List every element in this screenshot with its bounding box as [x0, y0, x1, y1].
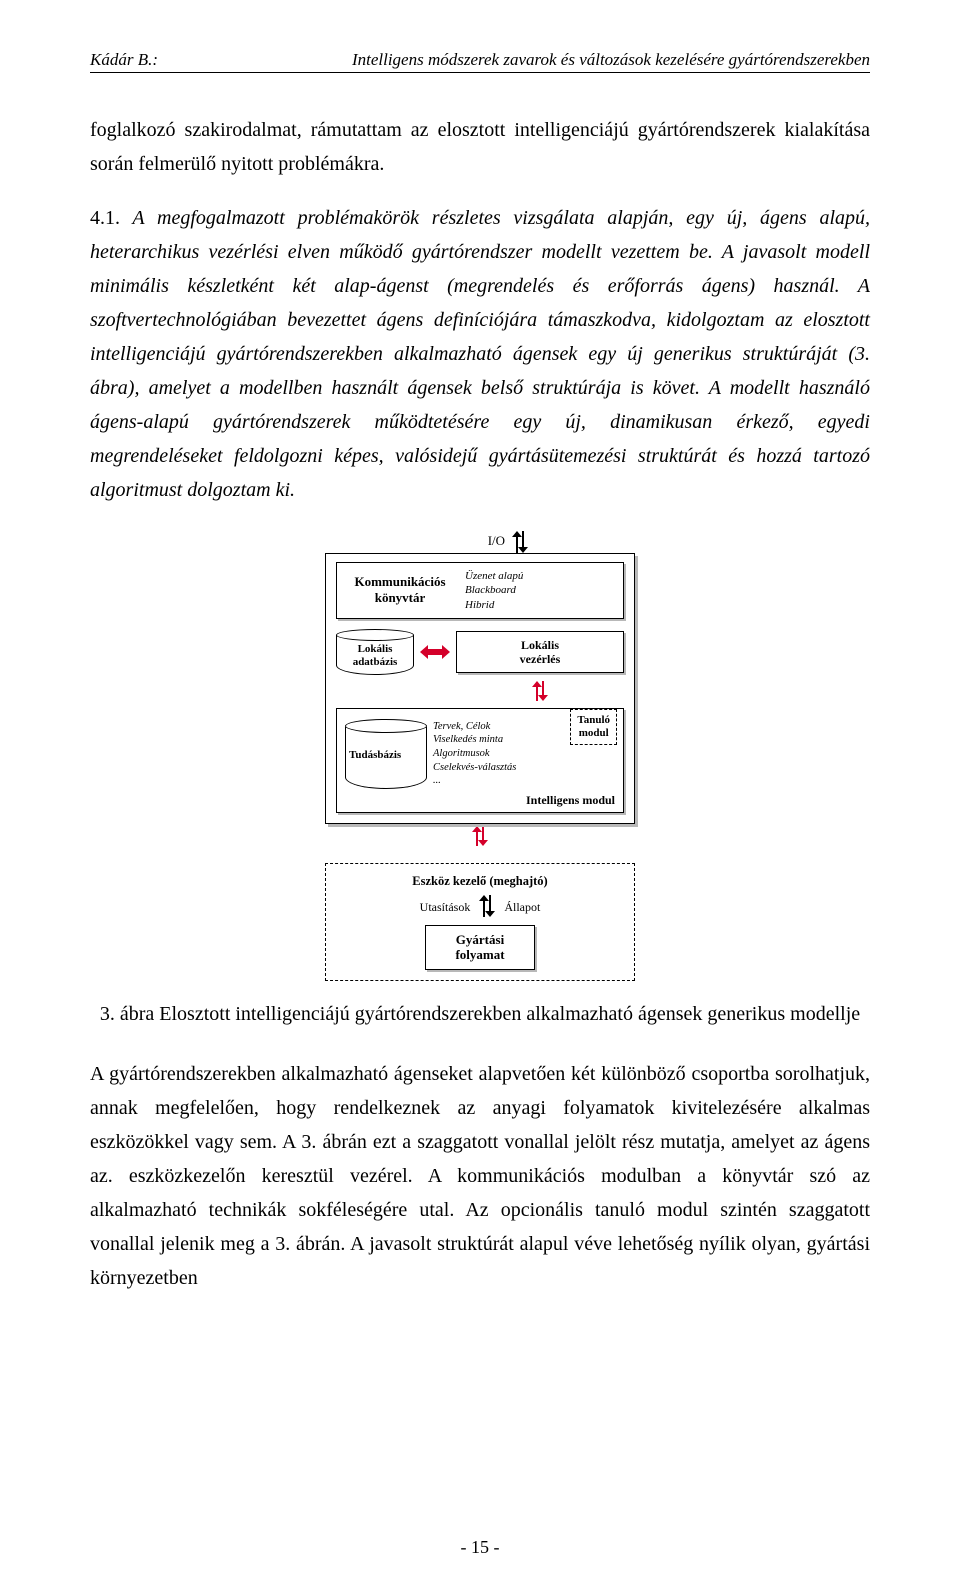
local-database-cylinder: Lokális adatbázis	[336, 629, 414, 675]
thesis-paragraph: 4.1. A megfogalmazott problémakörök rész…	[90, 201, 870, 507]
communication-module: Kommunikációs könyvtár Üzenet alapú Blac…	[336, 562, 624, 619]
local-control-box: Lokális vezérlés	[456, 631, 624, 674]
device-driver-box: Eszköz kezelő (meghajtó) Utasítások Álla…	[325, 863, 635, 981]
device-driver-label: Eszköz kezelő (meghajtó)	[336, 874, 624, 889]
header-title: Intelligens módszerek zavarok és változá…	[352, 50, 870, 70]
driver-process-arrow-icon	[476, 895, 498, 921]
agent-driver-arrow	[325, 826, 635, 851]
local-database-label: Lokális adatbázis	[336, 643, 414, 669]
intelligent-module: Tanuló modul Tudásbázis Tervek, Célok Vi…	[336, 708, 624, 813]
page-header: Kádár B.: Intelligens módszerek zavarok …	[90, 50, 870, 73]
thesis-body: A megfogalmazott problémakörök részletes…	[90, 207, 870, 501]
darrow-fill	[420, 645, 450, 659]
ctrl-intel-arrow	[456, 681, 624, 706]
io-arrow-icon	[508, 531, 532, 553]
intro-paragraph: foglalkozó szakirodalmat, rámutattam az …	[90, 113, 870, 181]
io-label: I/O	[488, 533, 505, 548]
page-number: - 15 -	[0, 1537, 960, 1558]
knowledge-base-label: Tudásbázis	[349, 749, 401, 761]
agent-outer-box: Kommunikációs könyvtár Üzenet alapú Blac…	[325, 553, 635, 824]
agent-architecture-figure: I/O Kommunikációs könyvtár Üzenet alapú …	[325, 531, 635, 981]
knowledge-base-items: Tervek, Célok Viselkedés minta Algoritmu…	[433, 720, 516, 788]
intelligent-module-label: Intelligens modul	[345, 793, 615, 808]
communication-types: Üzenet alapú Blackboard Hibrid	[465, 569, 523, 612]
figure-caption: 3. ábra Elosztott intelligenciájú gyártó…	[90, 999, 870, 1029]
learning-module: Tanuló modul	[570, 709, 617, 745]
local-row: Lokális adatbázis Lokális vezérlés	[336, 629, 624, 675]
knowledge-base-cylinder: Tudásbázis	[345, 719, 427, 789]
body-paragraph: A gyártórendszerekben alkalmazható ágens…	[90, 1057, 870, 1295]
io-label-row: I/O	[385, 531, 635, 553]
header-author: Kádár B.:	[90, 50, 158, 70]
thesis-number: 4.1.	[90, 207, 120, 229]
state-label: Állapot	[504, 900, 540, 915]
manufacturing-process-box: Gyártási folyamat	[425, 925, 535, 970]
instructions-label: Utasítások	[420, 900, 471, 915]
communication-label: Kommunikációs könyvtár	[345, 574, 455, 606]
db-ctrl-arrow-icon	[420, 645, 450, 659]
